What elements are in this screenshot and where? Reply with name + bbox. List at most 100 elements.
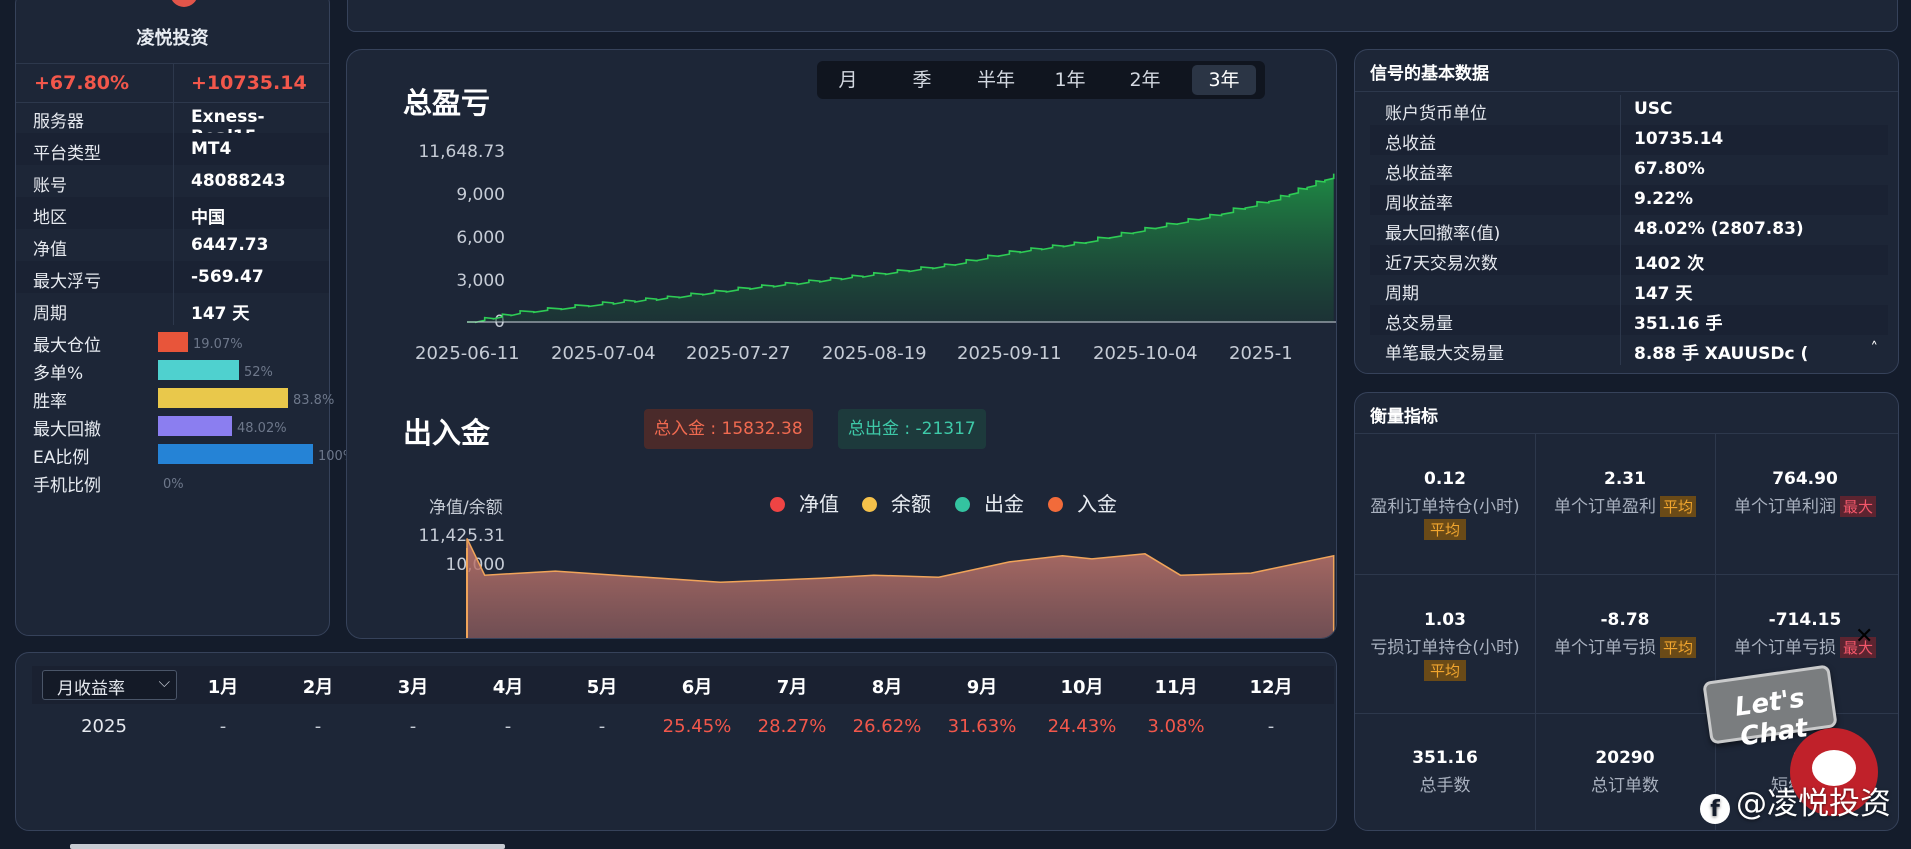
signal-data-value: 67.80% xyxy=(1634,159,1705,179)
signal-data-row: 周期 147 天 xyxy=(1370,275,1888,305)
metric-label-text: 单个订单亏损 xyxy=(1733,638,1836,658)
range-tab[interactable]: 半年 xyxy=(976,69,1015,91)
row-divider xyxy=(1620,155,1621,185)
metric-tag: 最大 xyxy=(1839,496,1876,517)
pnl-x-tick: 2025-06-11 xyxy=(415,343,520,364)
stat-bar-percent: 0% xyxy=(163,477,184,492)
legend-item[interactable]: 余额 xyxy=(862,488,931,517)
watermark-text: @凌悦投资 xyxy=(1736,786,1891,822)
watermark: f @凌悦投资 xyxy=(1700,778,1891,824)
legend-label: 入金 xyxy=(1077,492,1117,516)
monthly-return-panel: 月收益率 ⌵ 1月 2月 3月 4月 5月 6月 7月 8月 9月 10月 11月 12月 2025 … xyxy=(15,652,1337,831)
month-return-value: - xyxy=(219,716,227,737)
legend-label: 净值 xyxy=(799,492,839,516)
signal-data-label: 近7天交易次数 xyxy=(1385,254,1498,274)
stat-bar-fill xyxy=(158,388,288,408)
signal-data-label: 账户货币单位 xyxy=(1385,104,1487,124)
chat-bubble-button[interactable] xyxy=(1790,728,1878,816)
account-info-label: 周期 xyxy=(33,304,67,324)
metric-value: 20290 xyxy=(1595,748,1655,768)
return-type-select[interactable]: 月收益率 ⌵ xyxy=(42,670,177,700)
range-tab[interactable]: 月 xyxy=(838,69,858,91)
month-header: 5月 xyxy=(586,677,618,698)
stat-bar-fill xyxy=(158,360,239,380)
return-type-select-label: 月收益率 xyxy=(57,679,125,699)
account-info-label: 最大浮亏 xyxy=(33,272,101,292)
metric-label: 单个订单亏损 最大 xyxy=(1715,633,1895,658)
metric-value: -714.15 xyxy=(1768,610,1842,630)
stat-bar-percent: 19.07% xyxy=(193,337,243,352)
row-divider xyxy=(1620,305,1621,335)
signal-data-value: 8.88 手 XAUUSDc ( xyxy=(1634,344,1809,364)
month-return-value: - xyxy=(314,716,322,737)
gain-divider xyxy=(173,64,174,102)
chat-bubble-icon xyxy=(1812,750,1856,786)
legend-label: 出金 xyxy=(984,492,1024,516)
metric-cell: -8.78 单个订单亏损 平均 xyxy=(1535,610,1715,658)
metric-label: 单个订单亏损 平均 xyxy=(1535,633,1715,658)
legend-item[interactable]: 净值 xyxy=(770,488,839,517)
account-info-label: 地区 xyxy=(33,208,67,228)
row-divider xyxy=(1620,95,1621,125)
pnl-x-tick: 2025-07-04 xyxy=(551,343,656,364)
month-header: 4月 xyxy=(492,677,524,698)
row-divider xyxy=(1620,275,1621,305)
metrics-divider xyxy=(1355,713,1898,714)
metrics-divider xyxy=(1355,433,1898,434)
stat-bar-label: 手机比例 xyxy=(33,476,101,496)
signal-data-label: 总收益率 xyxy=(1385,164,1453,184)
range-tab[interactable]: 季 xyxy=(912,69,932,91)
range-tab[interactable]: 3年 xyxy=(1192,65,1256,95)
legend-dot-icon xyxy=(862,497,877,512)
range-tab[interactable]: 2年 xyxy=(1129,69,1161,91)
avatar[interactable] xyxy=(170,0,198,7)
stat-bar-percent: 52% xyxy=(244,365,273,380)
legend-dot-icon xyxy=(955,497,970,512)
horizontal-scrollbar[interactable] xyxy=(70,844,505,849)
chevron-up-icon[interactable]: ˄ xyxy=(1870,339,1879,357)
metric-label-text: 单个订单亏损 xyxy=(1553,638,1656,658)
stat-bar-row: 手机比例 0% xyxy=(33,469,328,496)
range-tab[interactable]: 1年 xyxy=(1054,69,1086,91)
account-info-label: 服务器 xyxy=(33,112,84,132)
metric-label: 单个订单盈利 平均 xyxy=(1535,492,1715,517)
metric-cell: 20290 总订单数 xyxy=(1535,748,1715,796)
cashflow-y-tick: 11,425.31 xyxy=(418,526,505,546)
account-info-row: 账号 48088243 xyxy=(16,165,329,197)
metric-value: -8.78 xyxy=(1600,610,1650,630)
row-divider xyxy=(1620,185,1621,215)
signal-data-row: 周收益率 9.22% xyxy=(1370,185,1888,215)
signal-data-value: 147 天 xyxy=(1634,284,1693,304)
metric-label: 总手数 xyxy=(1355,771,1535,796)
month-return-value: 31.63% xyxy=(947,716,1017,737)
month-return-value: - xyxy=(598,716,606,737)
stat-bar-fill xyxy=(158,444,313,464)
metric-label-text: 总订单数 xyxy=(1591,776,1659,796)
signal-data-value: 1402 次 xyxy=(1634,254,1705,274)
account-info-value: MT4 xyxy=(191,139,232,159)
stat-bar-row: 最大仓位 19.07% xyxy=(33,329,328,356)
month-header: 7月 xyxy=(776,677,808,698)
month-return-value: 26.62% xyxy=(852,716,922,737)
stat-bar-percent: 100% xyxy=(318,449,356,464)
account-info-row: 最大浮亏 -569.47 xyxy=(16,261,329,293)
signal-data-label: 单笔最大交易量 xyxy=(1385,344,1504,364)
legend-label: 余额 xyxy=(891,492,931,516)
metrics-divider xyxy=(1715,433,1716,830)
signal-data-value: 351.16 手 xyxy=(1634,314,1723,334)
stat-bar-row: 最大回撤 48.02% xyxy=(33,413,328,440)
signal-data-value: 48.02% (2807.83) xyxy=(1634,219,1804,239)
metric-tag: 最大 xyxy=(1839,637,1876,658)
chat-close-icon[interactable]: ✕ xyxy=(1855,624,1874,649)
pnl-chart-title: 总盈亏 xyxy=(403,86,491,120)
legend-item[interactable]: 出金 xyxy=(955,488,1024,517)
year-cell: 2025 xyxy=(81,716,127,737)
legend-dot-icon xyxy=(770,497,785,512)
legend-item[interactable]: 入金 xyxy=(1048,488,1117,517)
account-info-label: 平台类型 xyxy=(33,144,101,164)
month-header: 11月 xyxy=(1154,677,1198,698)
account-info-row: 地区 中国 xyxy=(16,197,329,229)
account-info-label: 账号 xyxy=(33,176,67,196)
